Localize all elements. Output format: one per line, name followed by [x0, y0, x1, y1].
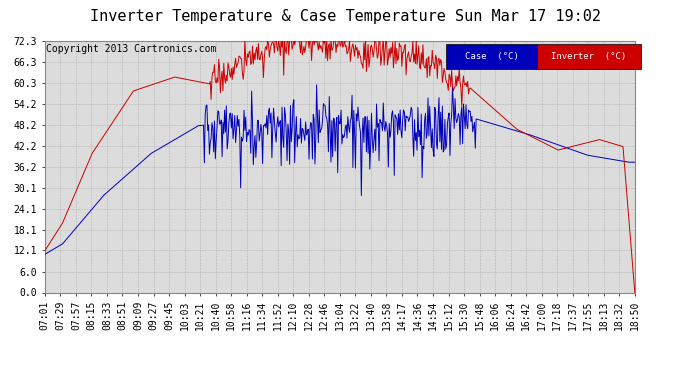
Text: Copyright 2013 Cartronics.com: Copyright 2013 Cartronics.com — [46, 44, 217, 54]
FancyBboxPatch shape — [538, 44, 641, 69]
Text: Case  (°C): Case (°C) — [465, 52, 519, 61]
Text: Inverter  (°C): Inverter (°C) — [551, 52, 627, 61]
FancyBboxPatch shape — [446, 44, 538, 69]
Text: Inverter Temperature & Case Temperature Sun Mar 17 19:02: Inverter Temperature & Case Temperature … — [90, 9, 600, 24]
